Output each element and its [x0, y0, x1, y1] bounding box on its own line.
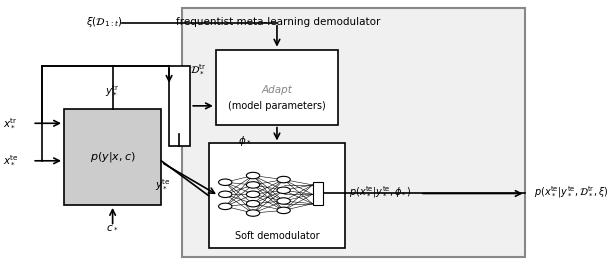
Circle shape	[277, 176, 290, 183]
Circle shape	[247, 182, 259, 188]
Circle shape	[247, 191, 259, 198]
Text: $y_*^{\mathrm{tr}}$: $y_*^{\mathrm{tr}}$	[105, 83, 120, 98]
FancyBboxPatch shape	[182, 8, 525, 257]
Text: $x_*^{\mathrm{te}}$: $x_*^{\mathrm{te}}$	[3, 154, 18, 168]
Text: (model parameters): (model parameters)	[228, 101, 326, 111]
FancyBboxPatch shape	[313, 182, 323, 205]
FancyBboxPatch shape	[169, 66, 190, 146]
Text: Soft demodulator: Soft demodulator	[234, 231, 319, 241]
Text: $x_*^{\mathrm{tr}}$: $x_*^{\mathrm{tr}}$	[3, 117, 18, 130]
Text: frequentist meta-learning demodulator: frequentist meta-learning demodulator	[176, 17, 380, 27]
Circle shape	[247, 200, 259, 207]
Circle shape	[218, 179, 232, 185]
Text: $c_*$: $c_*$	[106, 222, 119, 232]
Circle shape	[218, 203, 232, 210]
Text: $p(x_*^{\mathrm{te}}|y_*^{\mathrm{te}},\mathcal{D}_*^{\mathrm{tr}},\xi)$: $p(x_*^{\mathrm{te}}|y_*^{\mathrm{te}},\…	[534, 184, 609, 199]
Text: $y_*^{\mathrm{te}}$: $y_*^{\mathrm{te}}$	[155, 177, 170, 192]
Text: $\mathcal{D}_*^{\mathrm{tr}}$: $\mathcal{D}_*^{\mathrm{tr}}$	[190, 63, 206, 76]
FancyBboxPatch shape	[209, 143, 345, 248]
Text: $p(y|x,c)$: $p(y|x,c)$	[90, 150, 135, 164]
Text: $\phi_*$: $\phi_*$	[238, 134, 252, 148]
Circle shape	[277, 187, 290, 193]
Circle shape	[247, 172, 259, 179]
FancyBboxPatch shape	[216, 50, 338, 125]
Circle shape	[277, 198, 290, 204]
Text: $p(x_*^{\mathrm{te}}|y_*^{\mathrm{te}},\phi_*)$: $p(x_*^{\mathrm{te}}|y_*^{\mathrm{te}},\…	[349, 184, 412, 199]
FancyBboxPatch shape	[64, 109, 162, 205]
Text: Adapt: Adapt	[261, 85, 293, 95]
Circle shape	[218, 191, 232, 198]
Circle shape	[247, 210, 259, 216]
Circle shape	[277, 207, 290, 214]
Text: $\xi(\mathcal{D}_{1:t})$: $\xi(\mathcal{D}_{1:t})$	[86, 15, 122, 29]
